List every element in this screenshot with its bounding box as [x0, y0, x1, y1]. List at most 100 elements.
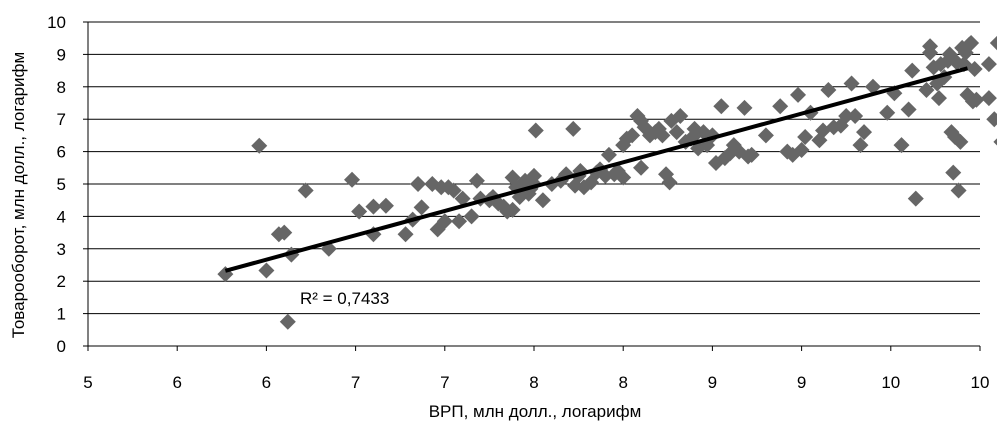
data-point	[258, 262, 275, 279]
data-point	[918, 82, 935, 99]
x-tick-label: 10	[881, 373, 900, 392]
data-point	[989, 35, 997, 51]
data-point	[463, 208, 480, 225]
data-point	[600, 146, 617, 163]
data-points	[217, 35, 997, 330]
data-point	[654, 127, 671, 144]
y-tick-label: 10	[47, 13, 66, 32]
data-point	[351, 203, 368, 220]
data-point	[633, 159, 650, 176]
data-point	[344, 171, 361, 188]
data-point	[624, 127, 641, 144]
data-point	[966, 60, 983, 77]
data-point	[797, 129, 814, 146]
y-axis-title: Товарооборот, млн долл., логарифм	[9, 52, 28, 338]
data-point	[907, 190, 924, 207]
data-point	[993, 138, 997, 146]
x-tick-label: 8	[618, 373, 627, 392]
data-point	[847, 107, 864, 124]
data-point	[900, 101, 917, 118]
data-point	[922, 38, 939, 55]
x-tick-label: 6	[262, 373, 271, 392]
data-point	[864, 78, 881, 95]
y-tick-label: 0	[57, 337, 66, 356]
trendline-group	[224, 66, 969, 273]
data-point	[893, 137, 910, 154]
data-point	[950, 182, 967, 199]
trendline	[224, 66, 969, 273]
y-tick-label: 3	[57, 240, 66, 259]
data-point	[963, 35, 980, 52]
y-tick-label: 9	[57, 45, 66, 64]
x-tick-label: 7	[440, 373, 449, 392]
data-point	[968, 91, 985, 108]
data-point	[793, 141, 810, 158]
data-point	[757, 127, 774, 144]
data-point	[445, 182, 462, 199]
data-point	[945, 164, 962, 181]
x-tick-labels: 5 6 6 7 7 8 8 9 9 10 10	[83, 373, 989, 392]
y-tick-label: 4	[57, 207, 66, 226]
data-point	[365, 198, 382, 215]
data-point	[852, 137, 869, 154]
data-point	[661, 174, 678, 191]
x-tick-label: 7	[351, 373, 360, 392]
data-point	[930, 90, 947, 107]
data-point	[790, 86, 807, 103]
data-point	[820, 82, 837, 99]
r2-annotation: R² = 0,7433	[300, 289, 389, 308]
data-point	[736, 99, 753, 116]
data-point	[413, 199, 430, 216]
data-point	[468, 172, 485, 189]
data-point	[641, 127, 658, 144]
data-point	[633, 112, 650, 129]
data-point	[377, 197, 394, 214]
data-point	[279, 313, 296, 330]
data-point	[397, 226, 414, 243]
data-point	[668, 124, 685, 141]
data-point	[843, 75, 860, 92]
data-point	[504, 201, 521, 218]
x-tick-label: 5	[83, 373, 92, 392]
y-tick-label: 5	[57, 175, 66, 194]
data-point	[251, 137, 268, 154]
data-point	[410, 176, 427, 192]
data-point	[436, 213, 453, 230]
gridlines	[83, 21, 980, 347]
data-point	[534, 192, 551, 209]
x-tick-label: 9	[797, 373, 806, 392]
data-point	[879, 104, 896, 121]
data-point	[932, 56, 949, 73]
x-tick-label: 9	[708, 373, 717, 392]
data-point	[980, 90, 997, 107]
y-tick-label: 1	[57, 305, 66, 324]
data-point	[454, 190, 471, 207]
x-tick-label: 10	[971, 373, 990, 392]
data-point	[565, 120, 582, 137]
data-point	[672, 107, 689, 124]
data-point	[451, 213, 468, 230]
y-tick-label: 6	[57, 143, 66, 162]
data-point	[297, 182, 314, 199]
y-tick-label: 2	[57, 272, 66, 291]
data-point	[743, 146, 760, 163]
x-tick-label: 6	[172, 373, 181, 392]
axes	[87, 22, 981, 351]
x-axis-title: ВРП, млн долл., логарифм	[429, 402, 642, 421]
data-point	[986, 111, 997, 128]
data-point	[276, 224, 293, 241]
data-point	[526, 167, 542, 184]
y-tick-label: 8	[57, 78, 66, 97]
data-point	[952, 133, 969, 150]
x-tick-label: 8	[529, 373, 538, 392]
y-tick-labels: 0 1 2 3 4 5 6 7 8 9 10	[47, 13, 66, 356]
y-tick-label: 7	[57, 110, 66, 129]
data-point	[772, 98, 789, 115]
data-point	[615, 169, 632, 186]
data-point	[838, 107, 855, 124]
data-point	[527, 122, 544, 139]
data-point	[980, 56, 997, 73]
data-point	[904, 62, 921, 79]
data-point	[856, 124, 873, 141]
